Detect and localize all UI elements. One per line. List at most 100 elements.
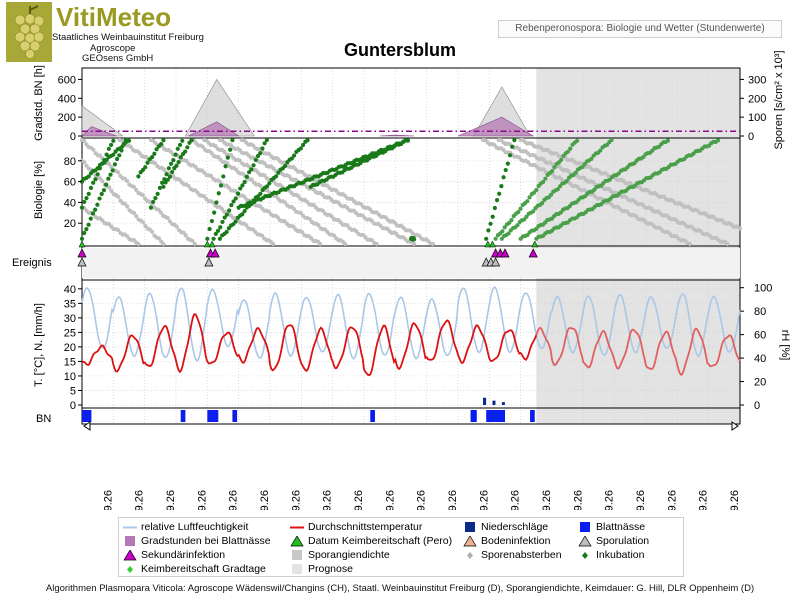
incubation-point [253, 157, 258, 163]
incubation-point [227, 208, 232, 213]
spore-death-point [213, 143, 218, 149]
wetter-tick-label: 25 [64, 327, 76, 339]
incubation-point [559, 157, 564, 162]
spore-death-point [141, 220, 146, 225]
spore-death-point [162, 167, 167, 172]
incubation-point [509, 218, 514, 223]
scroll-left-icon[interactable] [83, 421, 91, 431]
spore-death-point [430, 241, 436, 247]
spore-death-point [283, 200, 288, 205]
incubation-point [161, 138, 166, 143]
date-tick-label: 15.09.26 [510, 490, 522, 510]
incubation-point [189, 137, 194, 143]
incubation-point [665, 138, 671, 143]
incubation-point [222, 215, 227, 220]
incubation-point [494, 198, 500, 203]
legend-label: Bodeninfektion [481, 535, 551, 547]
incubation-point [86, 174, 91, 179]
spore-death-point [125, 234, 130, 239]
incubation-point [86, 222, 91, 227]
spore-death-point [134, 214, 139, 219]
chart-area: 0200400600010020030020406080051015202530… [12, 50, 791, 510]
incubation-point [185, 145, 190, 150]
spore-death-point [109, 188, 114, 194]
spore-death-point [131, 210, 137, 216]
incubation-point [159, 142, 164, 147]
station-title: Guntersblum [343, 40, 456, 60]
diamond-gray-icon [463, 550, 477, 561]
incubation-point [112, 162, 117, 167]
spore-death-point [374, 241, 379, 247]
incubation-point [173, 152, 178, 157]
incubation-point [552, 165, 557, 170]
legend-label: Gradstunden bei Blattnässe [141, 535, 271, 547]
incubation-point [230, 138, 235, 143]
precip-bar [492, 400, 496, 405]
incubation-point [503, 167, 508, 173]
incubation-point [84, 196, 89, 201]
incubation-point [207, 226, 212, 232]
incubation-point [493, 236, 498, 241]
spore-death-point [158, 210, 164, 215]
incubation-point [524, 214, 529, 219]
spore-death-point [219, 206, 225, 212]
legend-label: Inkubation [596, 549, 645, 561]
date-tick-label: 07.09.26 [259, 490, 271, 510]
gradstunden-tick-label: 0 [70, 131, 76, 143]
triangle-green-icon [290, 535, 304, 547]
incubation-point [117, 153, 122, 158]
leafwet-bar [530, 410, 535, 422]
incubation-point [283, 163, 288, 169]
wetter-tick-label: 5 [70, 385, 76, 397]
incubation-point [155, 191, 160, 196]
triangle-gray-icon [578, 535, 592, 547]
sporulation-marker [204, 257, 214, 267]
spore-death-point [156, 236, 162, 241]
incubation-point [111, 152, 116, 157]
gradstunden-tick-label: 400 [58, 93, 76, 105]
axis-layer: 0200400600010020030020406080051015202530… [58, 74, 773, 510]
leafwet-bar [470, 410, 477, 422]
incubation-point [162, 177, 167, 182]
sporulation-marker [77, 257, 87, 267]
scroll-right-icon[interactable] [731, 421, 739, 431]
incubation-point [260, 146, 265, 151]
incubation-point [573, 170, 578, 175]
spore-death-point [193, 164, 198, 169]
spore-death-point [100, 179, 105, 184]
date-tick-label: 09.09.26 [322, 490, 334, 510]
spore-death-point [300, 230, 305, 235]
incubation-point [104, 182, 109, 187]
incubation-point [255, 153, 261, 159]
spore-death-point [131, 184, 136, 189]
spore-death-point [242, 194, 247, 199]
spore-death-point [106, 161, 112, 167]
spore-death-point [258, 183, 263, 189]
incubation-point [93, 177, 98, 182]
incubation-point [205, 236, 210, 241]
footer-credits: Algorithmen Plasmopara Viticola: Agrosco… [45, 583, 755, 594]
incubation-point [224, 229, 229, 235]
spore-death-point [116, 194, 121, 199]
spore-death-point [259, 233, 265, 238]
incubation-point [168, 161, 174, 166]
incubation-point [518, 206, 523, 211]
spore-death-point [137, 151, 142, 156]
square-degree-hours-icon [123, 536, 137, 547]
sporen-tick-label: 100 [748, 112, 766, 124]
date-tick-label: 06.09.26 [228, 490, 240, 510]
germination-marker [78, 240, 86, 248]
wetter-tick-label: 40 [64, 284, 76, 296]
germination-marker [531, 240, 539, 248]
incubation-point [555, 187, 560, 192]
germination-marker [484, 240, 492, 248]
spore-death-point [725, 241, 730, 247]
spore-death-point [217, 179, 223, 184]
incubation-point [244, 174, 249, 179]
legend-label: Sporulation [596, 535, 650, 547]
incubation-point [549, 192, 554, 197]
incubation-point [175, 146, 180, 151]
date-tick-label: 18.09.26 [604, 490, 616, 510]
spore-death-point [412, 241, 417, 247]
incubation-point [106, 176, 111, 181]
